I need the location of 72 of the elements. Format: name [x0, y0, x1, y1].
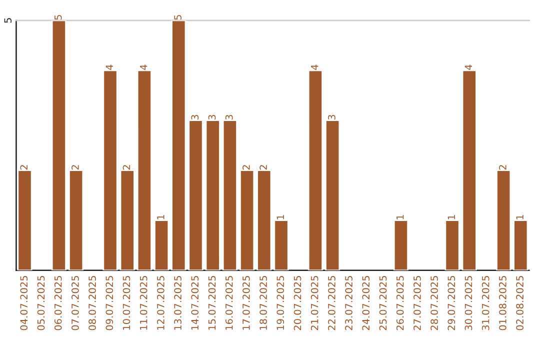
- data-label: 2: [499, 165, 506, 170]
- bar: [205, 120, 220, 270]
- x-tick-label: 04.07.2025: [20, 276, 28, 330]
- x-tick-label: 07.07.2025: [72, 276, 79, 330]
- bar: [393, 220, 408, 270]
- x-tick-label: 21.07.2025: [310, 276, 318, 330]
- x-tick-label: 15.07.2025: [208, 276, 216, 330]
- x-tick-label: 31.07.2025: [482, 276, 490, 330]
- x-tick-label: 10.07.2025: [122, 276, 130, 330]
- bar: [120, 170, 135, 270]
- bar: [256, 170, 272, 270]
- data-label: 3: [208, 114, 216, 120]
- bar: [240, 170, 255, 270]
- bar: [154, 220, 170, 270]
- bar: [222, 120, 238, 270]
- x-tick-label: 29.07.2025: [448, 276, 456, 330]
- x-tick-label: 02.08.2025: [516, 276, 524, 330]
- data-label: 3: [225, 114, 233, 120]
- data-label: 2: [122, 165, 130, 170]
- x-tick-label: 26.07.2025: [396, 276, 404, 330]
- data-label: 2: [20, 165, 28, 170]
- bar: [513, 220, 528, 270]
- data-label: 1: [516, 215, 524, 220]
- bar: [171, 20, 186, 270]
- bar: [17, 170, 32, 270]
- bar: [51, 20, 66, 270]
- x-tick-label: 28.07.2025: [430, 276, 438, 330]
- bar: [325, 120, 340, 270]
- data-label: 1: [396, 215, 404, 220]
- x-tick-label: 17.07.2025: [242, 276, 250, 330]
- bar: [136, 70, 152, 270]
- data-label: 2: [72, 165, 79, 170]
- x-tick-label: 18.07.2025: [260, 276, 267, 330]
- data-label: 4: [311, 64, 318, 70]
- x-tick-label: 08.07.2025: [88, 276, 96, 330]
- data-label: 1: [276, 215, 284, 220]
- x-tick-label: 12.07.2025: [157, 276, 164, 330]
- data-label: 4: [140, 64, 148, 70]
- bar: [444, 220, 460, 270]
- bar: [102, 70, 118, 270]
- x-tick-label: 27.07.2025: [414, 276, 421, 330]
- x-tick-label: 09.07.2025: [106, 276, 114, 330]
- bar: [188, 120, 204, 270]
- data-label: 4: [106, 64, 113, 70]
- x-tick-label: 23.07.2025: [345, 276, 352, 330]
- data-label: 3: [328, 114, 336, 120]
- data-label: 5: [174, 15, 182, 20]
- data-label: 2: [260, 165, 267, 170]
- x-tick-label: 25.07.2025: [379, 276, 387, 330]
- data-label: 5: [54, 15, 62, 20]
- x-tick-label: 22.07.2025: [328, 276, 336, 330]
- x-tick-label: 13.07.2025: [174, 276, 182, 330]
- bar: [496, 170, 512, 270]
- x-tick-label: 20.07.2025: [294, 276, 302, 330]
- bar: [462, 70, 477, 270]
- data-label: 1: [448, 215, 455, 220]
- x-tick-label: 06.07.2025: [54, 276, 62, 330]
- bar: [68, 170, 84, 270]
- data-label: 2: [242, 165, 250, 170]
- x-tick-label: 19.07.2025: [276, 276, 284, 330]
- data-label: 3: [191, 114, 199, 120]
- x-tick-label: 24.07.2025: [362, 276, 370, 330]
- data-label: 4: [464, 64, 472, 70]
- x-tick-label: 16.07.2025: [225, 276, 233, 330]
- x-tick-label: 05.07.2025: [37, 276, 45, 330]
- data-label: 1: [157, 215, 164, 220]
- x-tick-label: 14.07.2025: [191, 276, 199, 330]
- bar: [274, 220, 289, 270]
- bar: [308, 70, 323, 270]
- x-tick-label: 30.07.2025: [464, 276, 472, 330]
- x-tick-label: 01.08.2025: [499, 276, 506, 330]
- x-tick-label: 11.07.2025: [140, 276, 148, 330]
